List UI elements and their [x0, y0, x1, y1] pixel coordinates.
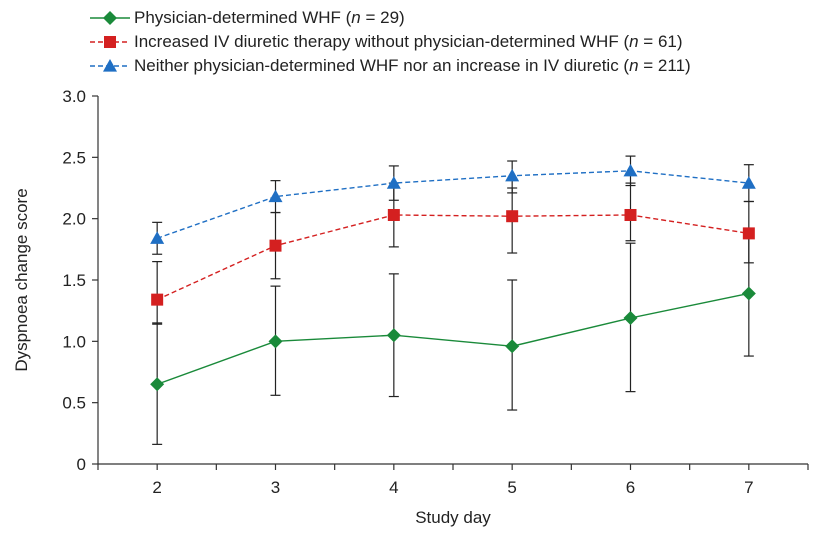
x-tick-label: 7 — [744, 478, 753, 497]
legend-label-whf: Physician-determined WHF (n = 29) — [134, 8, 405, 27]
point-whf — [150, 377, 165, 392]
x-tick-label: 6 — [626, 478, 635, 497]
legend-marker-diuretic — [104, 36, 116, 48]
legend-swatch-whf — [90, 11, 130, 25]
legend-label-neither: Neither physician-determined WHF nor an … — [134, 56, 691, 75]
y-tick-label: 0.5 — [62, 394, 86, 413]
point-diuretic — [269, 239, 282, 252]
point-neither — [505, 168, 520, 182]
series-lines — [156, 170, 749, 385]
axes: 0 0.5 1.0 1.5 2.0 2.5 3.0 2 3 4 5 6 7 — [62, 87, 809, 497]
series-line-neither — [156, 170, 749, 239]
y-tick-label: 3.0 — [62, 87, 86, 106]
point-neither — [268, 189, 283, 203]
legend-label-diuretic: Increased IV diuretic therapy without ph… — [134, 32, 683, 51]
legend-swatch-neither — [90, 59, 130, 72]
x-tick-label: 3 — [271, 478, 280, 497]
x-tick-label: 5 — [507, 478, 516, 497]
error-bars — [152, 155, 754, 445]
point-neither — [623, 163, 638, 177]
x-tick-label: 2 — [152, 478, 161, 497]
series-line-diuretic — [156, 214, 749, 301]
legend-marker-neither — [103, 59, 117, 72]
point-whf — [268, 334, 283, 349]
point-diuretic — [387, 208, 400, 221]
x-axis-label: Study day — [415, 508, 491, 527]
legend-swatch-diuretic — [90, 36, 130, 48]
point-whf — [505, 339, 520, 354]
y-tick-label: 1.5 — [62, 271, 86, 290]
point-diuretic — [151, 293, 164, 306]
series-line-whf — [156, 292, 749, 385]
point-neither — [741, 176, 756, 189]
point-neither — [386, 176, 401, 189]
point-neither — [150, 231, 165, 244]
point-diuretic — [742, 227, 755, 240]
series-markers — [150, 163, 756, 392]
x-tick-label: 4 — [389, 478, 398, 497]
point-whf — [741, 286, 756, 301]
y-tick-label: 0 — [77, 455, 86, 474]
point-diuretic — [506, 210, 519, 223]
y-axis-label: Dyspnoea change score — [12, 188, 31, 371]
y-tick-label: 2.0 — [62, 210, 86, 229]
point-diuretic — [624, 208, 637, 221]
point-whf — [623, 311, 638, 326]
y-tick-label: 1.0 — [62, 332, 86, 351]
point-whf — [386, 328, 401, 343]
y-tick-label: 2.5 — [62, 148, 86, 167]
legend-marker-whf — [103, 11, 117, 25]
